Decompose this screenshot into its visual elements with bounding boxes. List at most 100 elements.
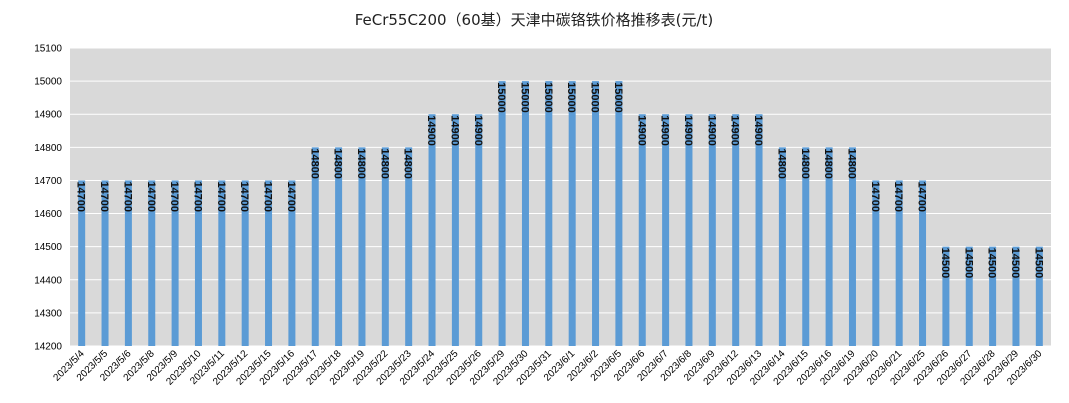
data-label: 14900 xyxy=(705,115,717,146)
bars xyxy=(78,81,1043,346)
bar xyxy=(521,81,529,346)
data-label: 14500 xyxy=(1009,248,1021,279)
data-label: 14900 xyxy=(448,115,460,146)
data-label: 14500 xyxy=(962,248,974,279)
y-tick-label: 14700 xyxy=(34,176,62,187)
bar xyxy=(545,81,553,346)
y-tick-label: 15100 xyxy=(34,44,62,55)
bar xyxy=(405,147,413,346)
bar xyxy=(848,147,856,346)
bar xyxy=(218,180,226,346)
data-label: 14700 xyxy=(168,181,180,212)
data-label: 14900 xyxy=(472,115,484,146)
bar xyxy=(638,114,646,346)
data-label: 14700 xyxy=(215,181,227,212)
bar xyxy=(311,147,319,346)
data-label: 15000 xyxy=(612,82,624,113)
bar xyxy=(358,147,366,346)
bar xyxy=(148,180,156,346)
bar xyxy=(755,114,763,346)
y-tick-label: 14500 xyxy=(34,242,62,253)
bar xyxy=(615,81,623,346)
data-label: 14800 xyxy=(822,148,834,179)
data-label: 15000 xyxy=(565,82,577,113)
bar xyxy=(825,147,833,346)
bar xyxy=(592,81,600,346)
bar xyxy=(708,114,716,346)
data-label: 14800 xyxy=(308,148,320,179)
bar xyxy=(265,180,273,346)
data-label: 14800 xyxy=(355,148,367,179)
bar xyxy=(194,180,202,346)
data-label: 14700 xyxy=(869,181,881,212)
data-label: 14900 xyxy=(635,115,647,146)
gridlines xyxy=(70,47,1051,347)
data-label: 14900 xyxy=(659,115,671,146)
data-label: 14700 xyxy=(98,181,110,212)
data-label: 14800 xyxy=(378,148,390,179)
y-tick-label: 15000 xyxy=(34,77,62,88)
data-label: 14700 xyxy=(262,181,274,212)
bar xyxy=(381,147,389,346)
x-axis: 2023/5/42023/5/52023/5/62023/5/82023/5/9… xyxy=(51,348,1044,388)
bar xyxy=(428,114,436,346)
bar xyxy=(1012,246,1020,346)
bar xyxy=(171,180,179,346)
bar xyxy=(568,81,576,346)
data-label: 14900 xyxy=(425,115,437,146)
y-tick-label: 14300 xyxy=(34,308,62,319)
y-axis: 14200 14300 14400 14500 14600 14700 14800 14900… xyxy=(34,44,62,353)
bar xyxy=(335,147,343,346)
bar xyxy=(241,180,249,346)
y-tick-label: 14200 xyxy=(34,342,62,353)
data-label: 14700 xyxy=(121,181,133,212)
bar xyxy=(101,180,109,346)
y-tick-label: 14400 xyxy=(34,275,62,286)
data-label: 14700 xyxy=(191,181,203,212)
chart-title: FeCr55C200（60基）天津中碳铬铁价格推移表(元/t) xyxy=(355,11,714,29)
data-label: 14800 xyxy=(775,148,787,179)
bar xyxy=(288,180,296,346)
data-label: 14800 xyxy=(799,148,811,179)
bar xyxy=(732,114,740,346)
y-tick-label: 14600 xyxy=(34,209,62,220)
bar xyxy=(451,114,459,346)
data-label: 15000 xyxy=(589,82,601,113)
y-tick-label: 14900 xyxy=(34,110,62,121)
data-label: 14900 xyxy=(752,115,764,146)
y-tick-label: 14800 xyxy=(34,143,62,154)
bar xyxy=(124,180,132,346)
bar xyxy=(475,114,483,346)
bar xyxy=(872,180,880,346)
data-label: 14500 xyxy=(939,248,951,279)
data-label: 15000 xyxy=(518,82,530,113)
bar xyxy=(965,246,973,346)
data-label: 14700 xyxy=(285,181,297,212)
data-label: 14500 xyxy=(1032,248,1044,279)
data-label: 14900 xyxy=(729,115,741,146)
data-label: 14700 xyxy=(145,181,157,212)
data-label: 14900 xyxy=(682,115,694,146)
data-label: 14800 xyxy=(402,148,414,179)
data-label: 15000 xyxy=(495,82,507,113)
bar xyxy=(778,147,786,346)
data-label: 14500 xyxy=(986,248,998,279)
bar xyxy=(895,180,903,346)
bar xyxy=(919,180,927,346)
data-label: 14800 xyxy=(845,148,857,179)
data-labels: 14700 14700 14700 14700 14700 14700 14700 14700… xyxy=(75,82,1045,278)
data-label: 15000 xyxy=(542,82,554,113)
bar xyxy=(1035,246,1043,346)
data-label: 14800 xyxy=(332,148,344,179)
bar xyxy=(802,147,810,346)
bar xyxy=(78,180,86,346)
bar xyxy=(662,114,670,346)
data-label: 14700 xyxy=(238,181,250,212)
bar xyxy=(498,81,506,346)
data-label: 14700 xyxy=(75,181,87,212)
bar xyxy=(685,114,693,346)
bar xyxy=(989,246,997,346)
data-label: 14700 xyxy=(916,181,928,212)
